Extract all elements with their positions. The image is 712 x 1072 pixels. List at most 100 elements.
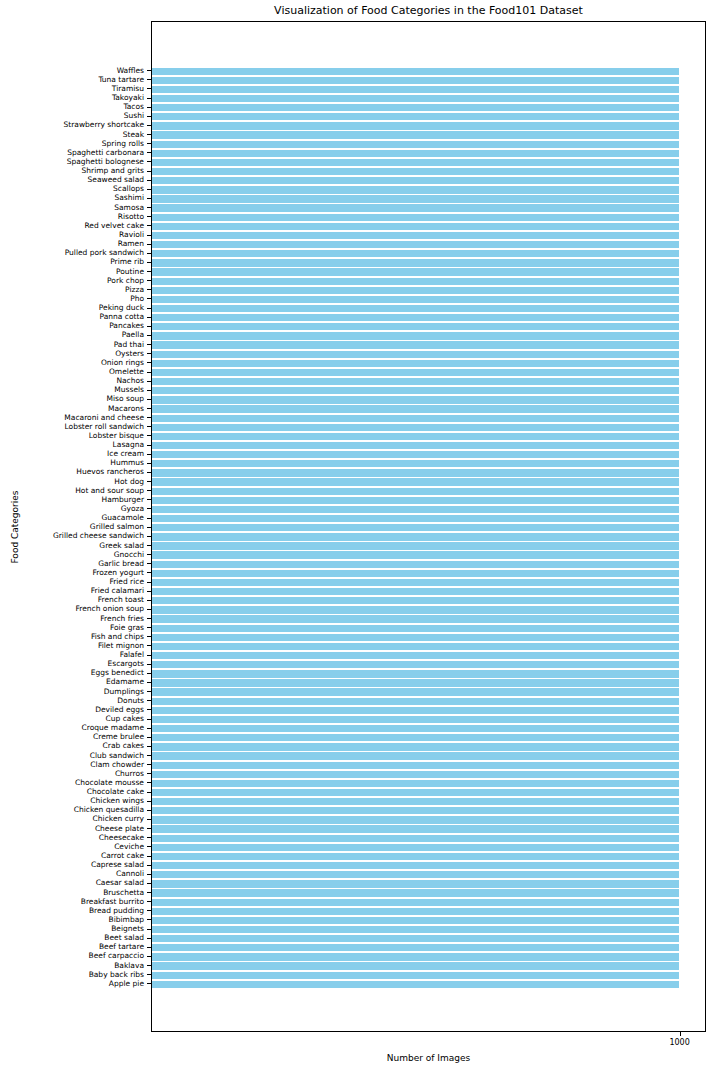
bar [152, 652, 679, 659]
category-label: Baklava [0, 961, 144, 970]
category-label: Edamame [0, 677, 144, 686]
x-tick-mark [680, 1032, 681, 1036]
bar [152, 405, 679, 412]
category-label: Pork chop [0, 276, 144, 285]
bar [152, 104, 679, 111]
category-label: Peking duck [0, 303, 144, 312]
category-label: Grilled cheese sandwich [0, 531, 144, 540]
category-label: Mussels [0, 385, 144, 394]
category-label: Miso soup [0, 394, 144, 403]
bar [152, 378, 679, 385]
bar [152, 77, 679, 84]
bar [152, 807, 679, 814]
category-label: Spaghetti bolognese [0, 157, 144, 166]
category-label: Hot dog [0, 477, 144, 486]
bar [152, 433, 679, 440]
category-label: Grilled salmon [0, 522, 144, 531]
category-label: Risotto [0, 212, 144, 221]
category-label: Tacos [0, 102, 144, 111]
category-label: French fries [0, 614, 144, 623]
bar [152, 305, 679, 312]
category-label: Samosa [0, 203, 144, 212]
category-label: Chicken wings [0, 796, 144, 805]
bar [152, 259, 679, 266]
category-label: Tiramisu [0, 84, 144, 93]
bar [152, 825, 679, 832]
bar [152, 615, 679, 622]
category-label: Frozen yogurt [0, 568, 144, 577]
category-label: Clam chowder [0, 760, 144, 769]
bar [152, 972, 679, 979]
bar [152, 278, 679, 285]
chart-figure: Visualization of Food Categories in the … [0, 0, 712, 1072]
category-label: Beef carpaccio [0, 951, 144, 960]
category-label: French toast [0, 595, 144, 604]
bar [152, 762, 679, 769]
category-label: Pad thai [0, 340, 144, 349]
category-label: Greek salad [0, 541, 144, 550]
category-label: Donuts [0, 696, 144, 705]
bar [152, 835, 679, 842]
bar [152, 488, 679, 495]
bar [152, 232, 679, 239]
category-label: French onion soup [0, 604, 144, 613]
bar [152, 268, 679, 275]
bar [152, 725, 679, 732]
bar [152, 606, 679, 613]
bar [152, 177, 679, 184]
category-label: Caesar salad [0, 878, 144, 887]
bar [152, 515, 679, 522]
category-label: Seaweed salad [0, 175, 144, 184]
bar [152, 542, 679, 549]
category-label: Panna cotta [0, 312, 144, 321]
category-label: Sushi [0, 111, 144, 120]
bar [152, 734, 679, 741]
bar [152, 917, 679, 924]
bar [152, 981, 679, 988]
bar [152, 332, 679, 339]
bar [152, 889, 679, 896]
category-label: Lobster roll sandwich [0, 422, 144, 431]
bar [152, 287, 679, 294]
bar [152, 561, 679, 568]
category-label: Spaghetti carbonara [0, 148, 144, 157]
category-label: Fried rice [0, 577, 144, 586]
category-label: Club sandwich [0, 751, 144, 760]
bar [152, 844, 679, 851]
bar [152, 241, 679, 248]
bar [152, 798, 679, 805]
bar [152, 506, 679, 513]
category-label: Cheese plate [0, 824, 144, 833]
category-label: Hummus [0, 458, 144, 467]
bar [152, 469, 679, 476]
chart-title: Visualization of Food Categories in the … [151, 4, 706, 18]
category-label: Chicken curry [0, 814, 144, 823]
bar [152, 141, 679, 148]
category-label: Apple pie [0, 979, 144, 988]
bar [152, 853, 679, 860]
category-label: Eggs benedict [0, 668, 144, 677]
bar [152, 688, 679, 695]
bar [152, 908, 679, 915]
bar [152, 460, 679, 467]
category-label: Churros [0, 769, 144, 778]
bar [152, 86, 679, 93]
bar [152, 944, 679, 951]
bar [152, 451, 679, 458]
category-label: Beet salad [0, 933, 144, 942]
category-label: Huevos rancheros [0, 467, 144, 476]
category-label: Waffles [0, 66, 144, 75]
bar [152, 341, 679, 348]
category-label: Omelette [0, 367, 144, 376]
category-label: Garlic bread [0, 559, 144, 568]
plot-area [151, 21, 706, 1032]
bar [152, 707, 679, 714]
bar [152, 716, 679, 723]
x-axis-label: Number of Images [151, 1053, 706, 1064]
bar [152, 752, 679, 759]
bar [152, 223, 679, 230]
bar [152, 122, 679, 129]
category-label: Macarons [0, 404, 144, 413]
category-label: Foie gras [0, 623, 144, 632]
bar [152, 68, 679, 75]
